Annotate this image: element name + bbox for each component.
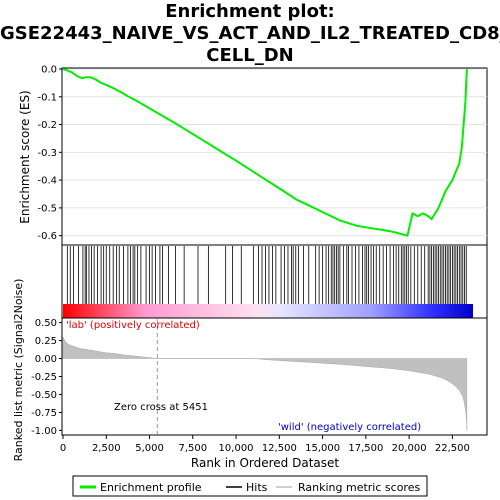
metric-area-fill [62,336,468,431]
es-ytick-label: -0.1 [37,92,57,103]
metric-ytick-label: 0.00 [35,354,57,365]
metric-ytick-label: -0.25 [31,372,57,383]
metric-panel-frame [61,317,488,436]
es-ytick-label: 0.0 [41,65,57,76]
legend-metric-label: Ranking metric scores [298,481,420,494]
x-axis: 0 2,500 5,000 7,500 10,000 12,500 15,000 17,500… [60,435,470,454]
x-tick-label: 22,500 [435,443,470,454]
title-line-3: CELL_DN [206,45,294,66]
x-tick-label: 15,000 [305,443,340,454]
neg-correlated-label: 'wild' (negatively correlated) [278,422,421,433]
metric-ytick-label: 0.50 [35,318,57,329]
metric-yaxis: 0.50 0.25 0.00 -0.25 -0.50 -0.75 -1.00 [31,318,62,437]
metric-ytick-label: -0.75 [31,408,57,419]
es-ytick-label: -0.5 [37,203,57,214]
enrichment-profile-line [62,68,468,237]
x-tick-label: 5,000 [135,443,164,454]
metric-area [62,336,468,431]
hit-lines [66,246,467,304]
legend-enrichment-label: Enrichment profile [100,481,202,494]
zero-cross-label: Zero cross at 5451 [114,402,208,413]
es-ytick-label: -0.4 [37,176,57,187]
x-axis-label: Rank in Ordered Dataset [191,456,339,470]
title-line-2: GSE22443_NAIVE_VS_ACT_AND_IL2_TREATED_CD… [0,23,500,44]
es-yaxis: 0.0 -0.1 -0.2 -0.3 -0.4 -0.5 -0.6 [37,65,62,242]
x-tick-label: 12,500 [262,443,297,454]
metric-ytick-label: 0.25 [35,336,57,347]
x-tick-label: 2,500 [92,443,121,454]
legend-hits-label: Hits [246,481,268,494]
es-ytick-label: -0.2 [37,120,57,131]
rank-gradient-bar [63,304,473,318]
es-ytick-label: -0.3 [37,148,57,159]
x-tick-label: 7,500 [178,443,207,454]
es-grid [63,68,487,237]
metric-ytick-label: -1.00 [31,426,57,437]
x-tick-label: 20,000 [392,443,427,454]
es-ytick-label: -0.6 [37,231,57,242]
x-tick-label: 17,500 [348,443,383,454]
chart-title: Enrichment plot: GSE22443_NAIVE_VS_ACT_A… [0,1,500,67]
metric-ytick-label: -0.50 [31,390,57,401]
x-tick-label: 10,000 [219,443,254,454]
metric-y-axis-label: Ranked list metric (Signal2Noise) [12,279,25,462]
es-y-axis-label: Enrichment score (ES) [18,90,32,223]
legend-box [72,475,428,497]
pos-correlated-label: 'lab' (positively correlated) [66,320,200,331]
title-line-1: Enrichment plot: [165,1,335,22]
x-tick-label: 0 [60,443,66,454]
